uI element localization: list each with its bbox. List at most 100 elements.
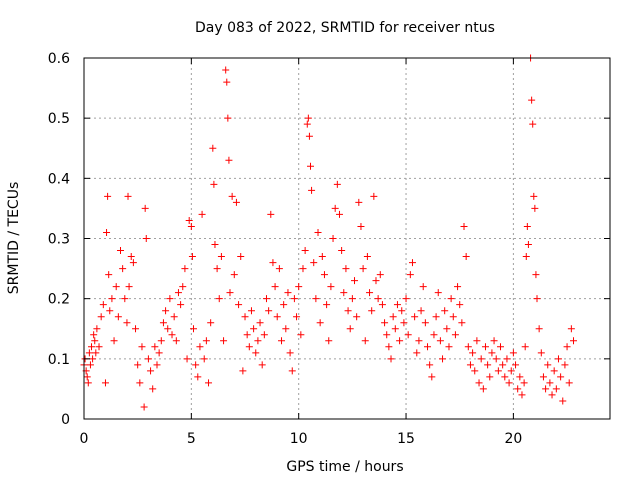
data-point [207, 319, 215, 327]
data-point [275, 265, 283, 273]
data-point [552, 385, 560, 393]
data-point [436, 337, 444, 345]
data-point [262, 295, 270, 303]
data-point [325, 337, 333, 345]
data-point [361, 337, 369, 345]
data-point [475, 379, 483, 387]
data-point [179, 283, 187, 291]
data-point [220, 337, 228, 345]
data-point [497, 343, 505, 351]
data-point [559, 397, 567, 405]
data-point [142, 235, 150, 242]
data-point [293, 313, 301, 321]
plot-frame [83, 57, 611, 420]
data-point [301, 247, 309, 255]
data-point [134, 361, 142, 369]
data-point [92, 349, 100, 357]
data-point [254, 337, 262, 345]
data-point [157, 337, 165, 345]
data-point [318, 253, 326, 261]
data-point [129, 259, 137, 267]
data-point [217, 253, 225, 261]
data-point [481, 343, 489, 351]
data-point [189, 325, 197, 333]
x-tick-label: 20 [504, 431, 522, 447]
data-point [439, 355, 447, 363]
data-point [398, 307, 406, 315]
data-point [554, 355, 562, 363]
data-point [95, 343, 103, 351]
data-point [97, 313, 105, 321]
data-point [501, 373, 509, 381]
data-point [561, 361, 569, 369]
data-point [507, 367, 515, 375]
data-point [458, 319, 466, 327]
data-point [304, 114, 312, 122]
data-point [196, 343, 204, 351]
data-point [288, 367, 296, 375]
data-point [535, 325, 543, 333]
data-point [121, 295, 129, 303]
x-tick-label: 15 [397, 431, 415, 447]
data-point [239, 367, 247, 375]
data-point [464, 343, 472, 351]
data-point [267, 210, 275, 218]
data-point [141, 204, 149, 212]
data-point [415, 337, 423, 345]
data-point [368, 307, 376, 315]
data-point [312, 295, 320, 303]
data-point [116, 247, 124, 255]
data-point [314, 228, 322, 236]
y-tick-label: 0.3 [48, 232, 70, 248]
y-tick-label: 0.6 [48, 51, 70, 67]
data-point [426, 361, 434, 369]
data-point [374, 295, 382, 303]
data-point [344, 307, 352, 315]
data-point [441, 307, 449, 315]
data-point [494, 367, 502, 375]
data-point [333, 180, 341, 188]
data-point [443, 325, 451, 333]
data-point [252, 349, 260, 357]
data-point [90, 331, 98, 339]
data-point [570, 337, 578, 345]
data-point [520, 379, 528, 387]
data-point [518, 391, 526, 399]
data-point [454, 283, 462, 291]
data-point [411, 313, 419, 321]
data-point [451, 331, 459, 339]
data-point [477, 355, 485, 363]
data-point [408, 259, 416, 267]
data-point [406, 271, 414, 279]
data-point [542, 385, 550, 393]
data-point [228, 192, 236, 200]
data-point [305, 132, 313, 140]
data-point [89, 355, 97, 363]
data-point [359, 265, 367, 273]
data-point [177, 301, 185, 309]
data-point [194, 373, 202, 381]
data-point [432, 313, 440, 321]
data-point [86, 361, 94, 369]
data-point [99, 301, 107, 309]
y-tick-label: 0.2 [48, 292, 70, 308]
data-point [456, 301, 464, 309]
data-point [308, 186, 316, 194]
data-point [424, 343, 432, 351]
data-point [505, 379, 513, 387]
data-point [241, 313, 249, 321]
data-point [419, 283, 427, 291]
data-point [119, 265, 127, 273]
data-point [342, 265, 350, 273]
data-point [174, 289, 182, 297]
data-point [299, 265, 307, 273]
data-point [205, 379, 213, 387]
data-point [340, 289, 348, 297]
data-point [258, 361, 266, 369]
data-point [124, 192, 132, 200]
data-point [271, 283, 279, 291]
data-point [101, 379, 109, 387]
data-point [479, 385, 487, 393]
data-point [127, 253, 135, 261]
data-point [512, 361, 520, 369]
